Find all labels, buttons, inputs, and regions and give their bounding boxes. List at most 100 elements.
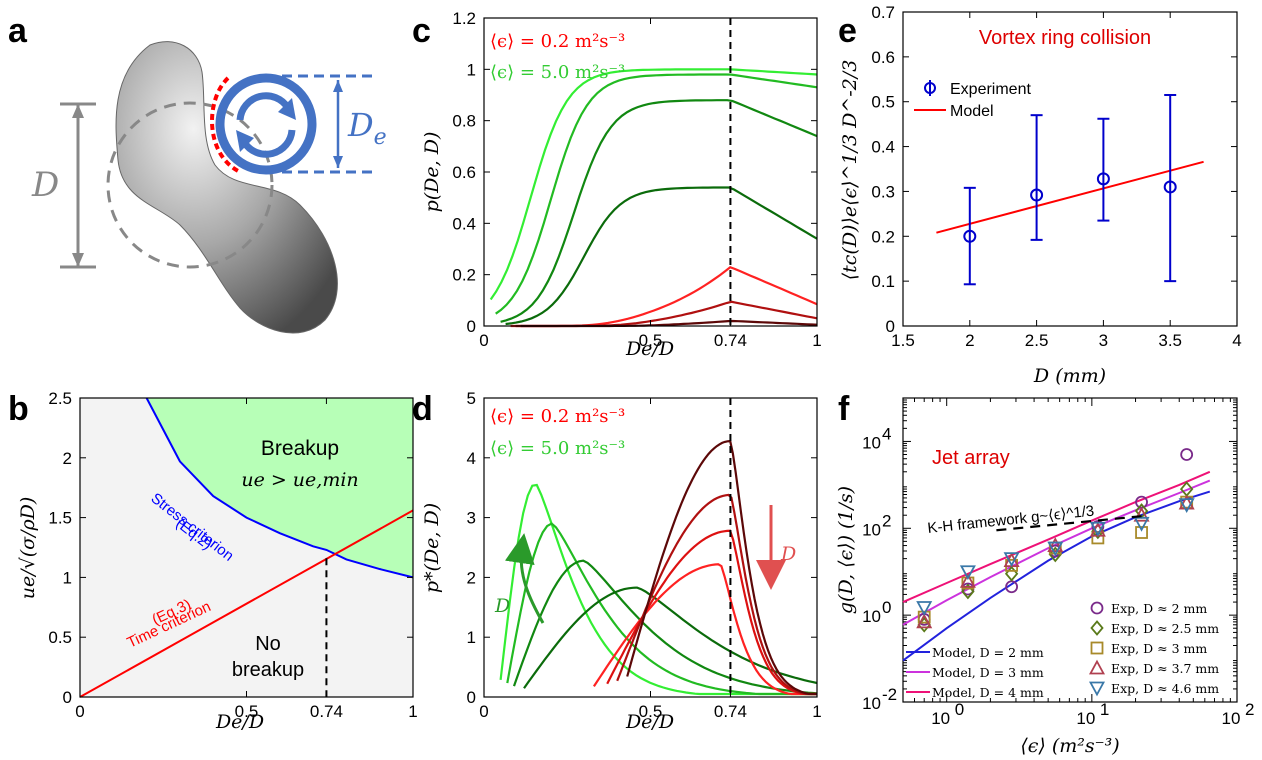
d-legend-high: ⟨ϵ⟩ = 5.0 m²s⁻³ [490, 438, 625, 459]
f-exp-point [959, 572, 976, 588]
e-xtick-label: 2 [965, 331, 974, 350]
eddy-rotation-icon-2 [241, 129, 296, 158]
e-ytick-label: 0.2 [871, 227, 895, 246]
f-ytick-exp: 2 [882, 511, 891, 530]
c-ytick-label: 0.2 [452, 266, 476, 285]
e-ytick-label: 0.5 [871, 93, 895, 112]
no-breakup-label-1: No [255, 633, 281, 655]
e-legend-marker [924, 82, 936, 94]
d-curve [616, 493, 817, 696]
f-exp-point [1091, 531, 1105, 545]
b-ytick-label: 1.5 [48, 509, 72, 528]
c-xlabel: De/D [625, 338, 674, 360]
panel-label-b: b [8, 390, 29, 428]
c-ytick-label: 1.2 [452, 9, 476, 28]
de-label: De [347, 106, 387, 150]
f-legend-exp-label: Exp, D ≈ 2.5 mm [1111, 621, 1219, 636]
f-legend-exp-marker [1090, 641, 1104, 655]
f-exp-point [1047, 537, 1064, 552]
f-title: Jet array [932, 447, 1010, 469]
e-ytick-label: 0.4 [871, 138, 895, 157]
d-green-arrow [504, 533, 545, 624]
f-ytick-exp: 4 [882, 424, 891, 443]
f-xtick-exp: 1 [1100, 700, 1109, 719]
f-exp-point [1135, 526, 1148, 539]
f-ytick-label: 10 [862, 520, 881, 539]
f-xtick-label: 10 [931, 709, 950, 728]
breakup-region [146, 398, 413, 578]
f-exp-point [1048, 546, 1062, 563]
b-ytick-label: 2 [63, 449, 72, 468]
d-xtick-label: 0 [479, 702, 488, 721]
c-ytick-label: 0 [467, 317, 476, 336]
f-legend-exp-marker [1090, 601, 1104, 615]
f-exp-point [1133, 506, 1150, 522]
f-xtick-exp: 0 [955, 700, 964, 719]
e-ytick-label: 0.3 [871, 182, 895, 201]
d-label: D [31, 165, 59, 205]
e-xtick-label: 3 [1099, 331, 1108, 350]
e-legend-experiment: Experiment [950, 81, 1031, 98]
d-xlabel: De/D [625, 711, 674, 733]
c-curve [505, 186, 818, 326]
chart-e: 1.5 2 2.5 3 3.5 4 0 0.1 0.2 0.3 0.4 0.5 0.6 0.7 Vortex… [839, 3, 1242, 387]
chart-d: 0 0.5 0.74 1 0 1 2 3 4 5 ⟨ϵ⟩ = 0.2 m²s⁻³ ⟨ϵ⟩ = 5.0 … [421, 389, 822, 733]
d-curve [512, 559, 818, 695]
f-legend-exp-marker [1088, 659, 1106, 675]
f-legend-exp-marker [1088, 681, 1106, 697]
time-criterion-line [79, 509, 414, 698]
e-point [1030, 188, 1044, 202]
c-ytick-label: 0.4 [452, 214, 476, 233]
chart-c: 0 0.5 0.74 1 0 0.2 0.4 0.6 0.8 1 1.2 ⟨ϵ⟩ = 0.2 m²s⁻… [421, 9, 822, 360]
b-xtick-label: 0 [75, 702, 84, 721]
panel-label-f: f [838, 390, 850, 428]
bubble-circle [106, 101, 274, 269]
f-exp-point [1047, 541, 1064, 557]
d-curve [506, 522, 817, 696]
f-legend-exp-label: Exp, D ≈ 3.7 mm [1111, 661, 1219, 676]
d-arrow-up [72, 104, 84, 118]
f-ytick-exp: 0 [882, 598, 891, 617]
b-ytick-label: 0.5 [48, 628, 72, 647]
e-ytick-label: 0 [886, 317, 895, 336]
d-xtick-label: 0.74 [714, 702, 747, 721]
c-legend-low: ⟨ϵ⟩ = 0.2 m²s⁻³ [490, 31, 625, 52]
d-xtick-label: 1 [812, 702, 821, 721]
stress-criterion-line [145, 397, 414, 579]
d-ytick-label: 4 [467, 449, 476, 468]
eddy-arrow-head-2 [236, 130, 254, 152]
panel-label-c: c [412, 12, 431, 50]
f-kh-annotation: K-H framework g~⟨ϵ⟩^1/3 [927, 503, 1095, 537]
e-model-line [936, 160, 1204, 234]
d-ylabel: p*(De, D) [421, 503, 443, 593]
c-curve [489, 68, 818, 301]
breakup-condition: ue > ue,min [241, 469, 358, 491]
b-ytick-label: 2.5 [48, 389, 72, 408]
e-xtick-label: 2.5 [1025, 331, 1049, 350]
c-ytick-label: 1 [467, 60, 476, 79]
f-model-line [902, 470, 1211, 604]
f-legend-exp-label: Exp, D ≈ 2 mm [1111, 601, 1207, 616]
d-ytick-label: 1 [467, 628, 476, 647]
f-legend-model-label: Model, D = 3 mm [932, 665, 1044, 680]
b-ytick-label: 1 [63, 568, 72, 587]
b-xtick-label: 0.5 [235, 702, 259, 721]
f-frame [902, 397, 1238, 703]
d-ytick-label: 5 [467, 389, 476, 408]
e-xlabel: D (mm) [1033, 365, 1106, 387]
f-xlabel: ⟨ϵ⟩ (m²s⁻³) [1020, 735, 1119, 757]
f-ytick-label: 10 [862, 607, 881, 626]
f-exp-point [1178, 494, 1195, 510]
f-exp-point [1180, 448, 1194, 461]
d-arrow-down [72, 253, 84, 267]
c-curve [495, 73, 818, 315]
e-point [1163, 180, 1177, 194]
e-frame [902, 11, 1238, 327]
f-legend-exp-label: Exp, D ≈ 4.6 mm [1111, 681, 1219, 696]
e-xtick-label: 4 [1232, 331, 1241, 350]
f-exp-point [917, 610, 931, 624]
panel-label-e: e [838, 12, 857, 50]
